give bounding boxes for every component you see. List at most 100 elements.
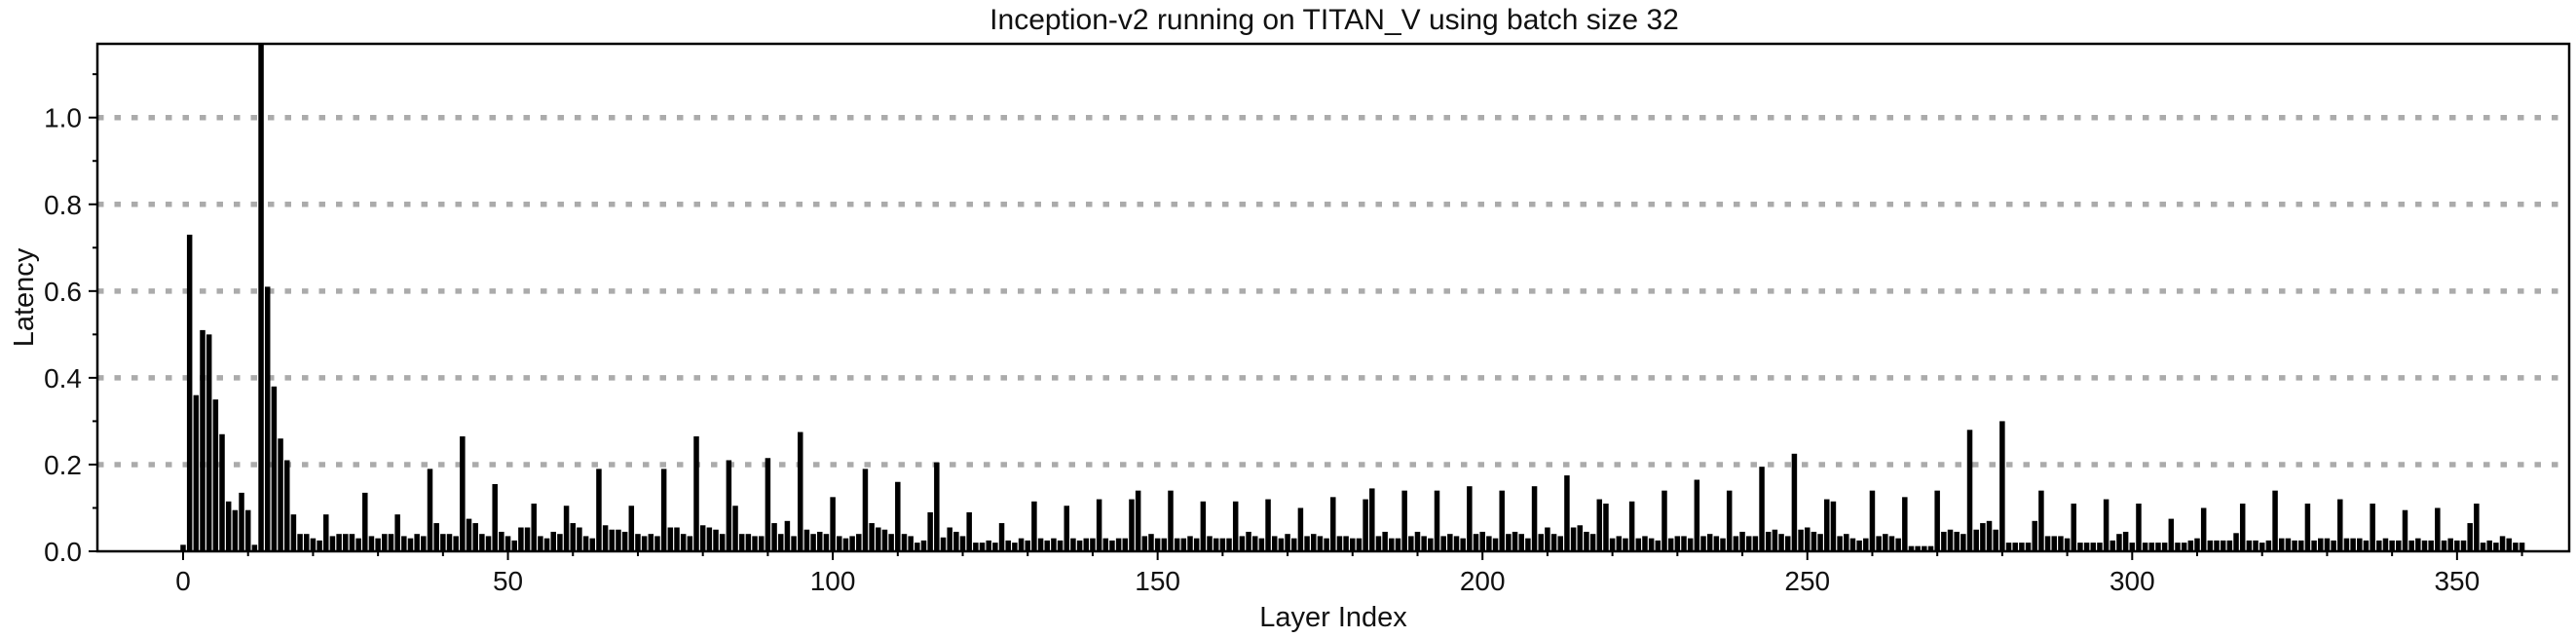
x-tick-label-300: 300	[2109, 566, 2155, 596]
x-tick-label-200: 200	[1460, 566, 1506, 596]
bar-layer-51	[511, 540, 517, 551]
bar-layer-90	[765, 458, 771, 551]
bar-layer-258	[1856, 540, 1862, 551]
bar-layer-111	[901, 534, 908, 551]
bar-layer-219	[1603, 504, 1609, 551]
bar-layer-4	[205, 334, 212, 551]
bar-layer-170	[1285, 534, 1290, 551]
bar-layer-295	[2097, 543, 2103, 551]
bar-layer-358	[2506, 538, 2512, 551]
bar-layer-92	[777, 534, 784, 551]
bar-layer-283	[2019, 543, 2025, 551]
bar-layer-15	[278, 438, 283, 551]
bar-layer-325	[2292, 540, 2297, 551]
bar-layer-124	[986, 540, 991, 551]
bar-layer-299	[2122, 531, 2129, 551]
bar-layer-348	[2441, 540, 2447, 551]
bar-layer-239	[1733, 536, 1739, 551]
bar-layer-217	[1589, 534, 1596, 551]
y-tick-label-1.0: 1.0	[44, 103, 82, 133]
bar-layer-229	[1667, 538, 1674, 551]
bar-layer-188	[1401, 490, 1407, 551]
bar-layer-297	[2109, 540, 2116, 551]
bar-layer-134	[1051, 538, 1057, 551]
bar-layer-157	[1200, 501, 1207, 551]
x-axis-label: Layer Index	[1259, 602, 1407, 633]
bar-layer-303	[2148, 543, 2155, 551]
bar-layer-135	[1057, 540, 1064, 551]
bar-layer-269	[1927, 545, 1934, 551]
bar-layer-143	[1109, 540, 1115, 551]
bar-layer-169	[1278, 538, 1285, 551]
bar-layer-46	[479, 534, 485, 551]
bar-layer-243	[1759, 467, 1765, 551]
x-tick-label-350: 350	[2434, 566, 2480, 596]
bar-layer-251	[1811, 531, 1817, 551]
x-tick-label-150: 150	[1135, 566, 1180, 596]
bar-layer-182	[1363, 499, 1368, 551]
bar-layer-179	[1343, 536, 1349, 551]
bar-layer-47	[485, 536, 492, 551]
bar-layer-147	[1135, 490, 1141, 551]
bar-layer-180	[1350, 538, 1356, 551]
bar-layer-193	[1434, 490, 1440, 551]
bar-layer-55	[538, 536, 543, 551]
bar-layer-209	[1538, 534, 1544, 551]
bar-layer-343	[2408, 540, 2414, 551]
bar-layer-114	[920, 540, 927, 551]
bar-layer-196	[1453, 536, 1460, 551]
bar-layer-316	[2233, 533, 2239, 551]
bar-layer-104	[856, 534, 862, 551]
bar-layer-110	[895, 481, 901, 551]
bar-layer-198	[1467, 486, 1473, 551]
bar-layer-16	[283, 460, 290, 551]
bar-layer-48	[492, 483, 498, 551]
bar-layer-280	[1999, 421, 2005, 551]
bar-layer-118	[947, 527, 952, 551]
bar-layer-159	[1213, 538, 1219, 551]
bar-layer-129	[1018, 538, 1025, 551]
bar-layer-307	[2175, 543, 2181, 551]
bar-layer-63	[589, 538, 596, 551]
bar-layer-128	[1012, 543, 1018, 551]
bar-layer-1	[186, 234, 193, 551]
chart-title: Inception-v2 running on TITAN_V using ba…	[989, 4, 1679, 36]
bar-layer-58	[557, 534, 563, 551]
bar-layer-236	[1713, 536, 1720, 551]
bar-layer-115	[927, 511, 933, 551]
bar-layer-301	[2136, 504, 2142, 551]
bar-layer-66	[609, 529, 616, 551]
bar-layer-137	[1070, 538, 1076, 551]
bar-layer-85	[732, 506, 738, 551]
bar-layer-89	[758, 536, 765, 551]
bar-layer-93	[784, 520, 791, 551]
bar-layer-226	[1648, 538, 1655, 551]
bar-layer-320	[2259, 543, 2265, 551]
bar-layer-76	[674, 527, 680, 551]
bar-layer-330	[2324, 538, 2331, 551]
bar-layer-285	[2032, 520, 2037, 551]
bar-layer-178	[1336, 536, 1343, 551]
bar-layer-65	[602, 525, 609, 551]
y-tick-label-0.4: 0.4	[44, 363, 82, 394]
bar-layer-139	[1083, 538, 1090, 551]
bar-layer-75	[667, 527, 674, 551]
bar-layer-324	[2285, 538, 2292, 551]
bar-layer-248	[1791, 453, 1798, 551]
bar-layer-207	[1525, 538, 1531, 551]
bar-layer-59	[563, 506, 570, 551]
bar-layer-322	[2272, 490, 2278, 551]
bar-layer-311	[2200, 507, 2207, 551]
bar-layer-30	[375, 538, 381, 551]
bar-layer-246	[1778, 534, 1784, 551]
bar-layer-194	[1440, 536, 1446, 551]
bar-layer-231	[1681, 536, 1687, 551]
bar-layer-268	[1922, 545, 1927, 551]
bar-layer-319	[2253, 540, 2259, 551]
bar-layer-21	[317, 540, 322, 551]
bar-layer-245	[1772, 529, 1778, 551]
bar-layer-108	[881, 529, 888, 551]
bar-layer-247	[1784, 536, 1791, 551]
bar-layer-60	[570, 523, 577, 551]
